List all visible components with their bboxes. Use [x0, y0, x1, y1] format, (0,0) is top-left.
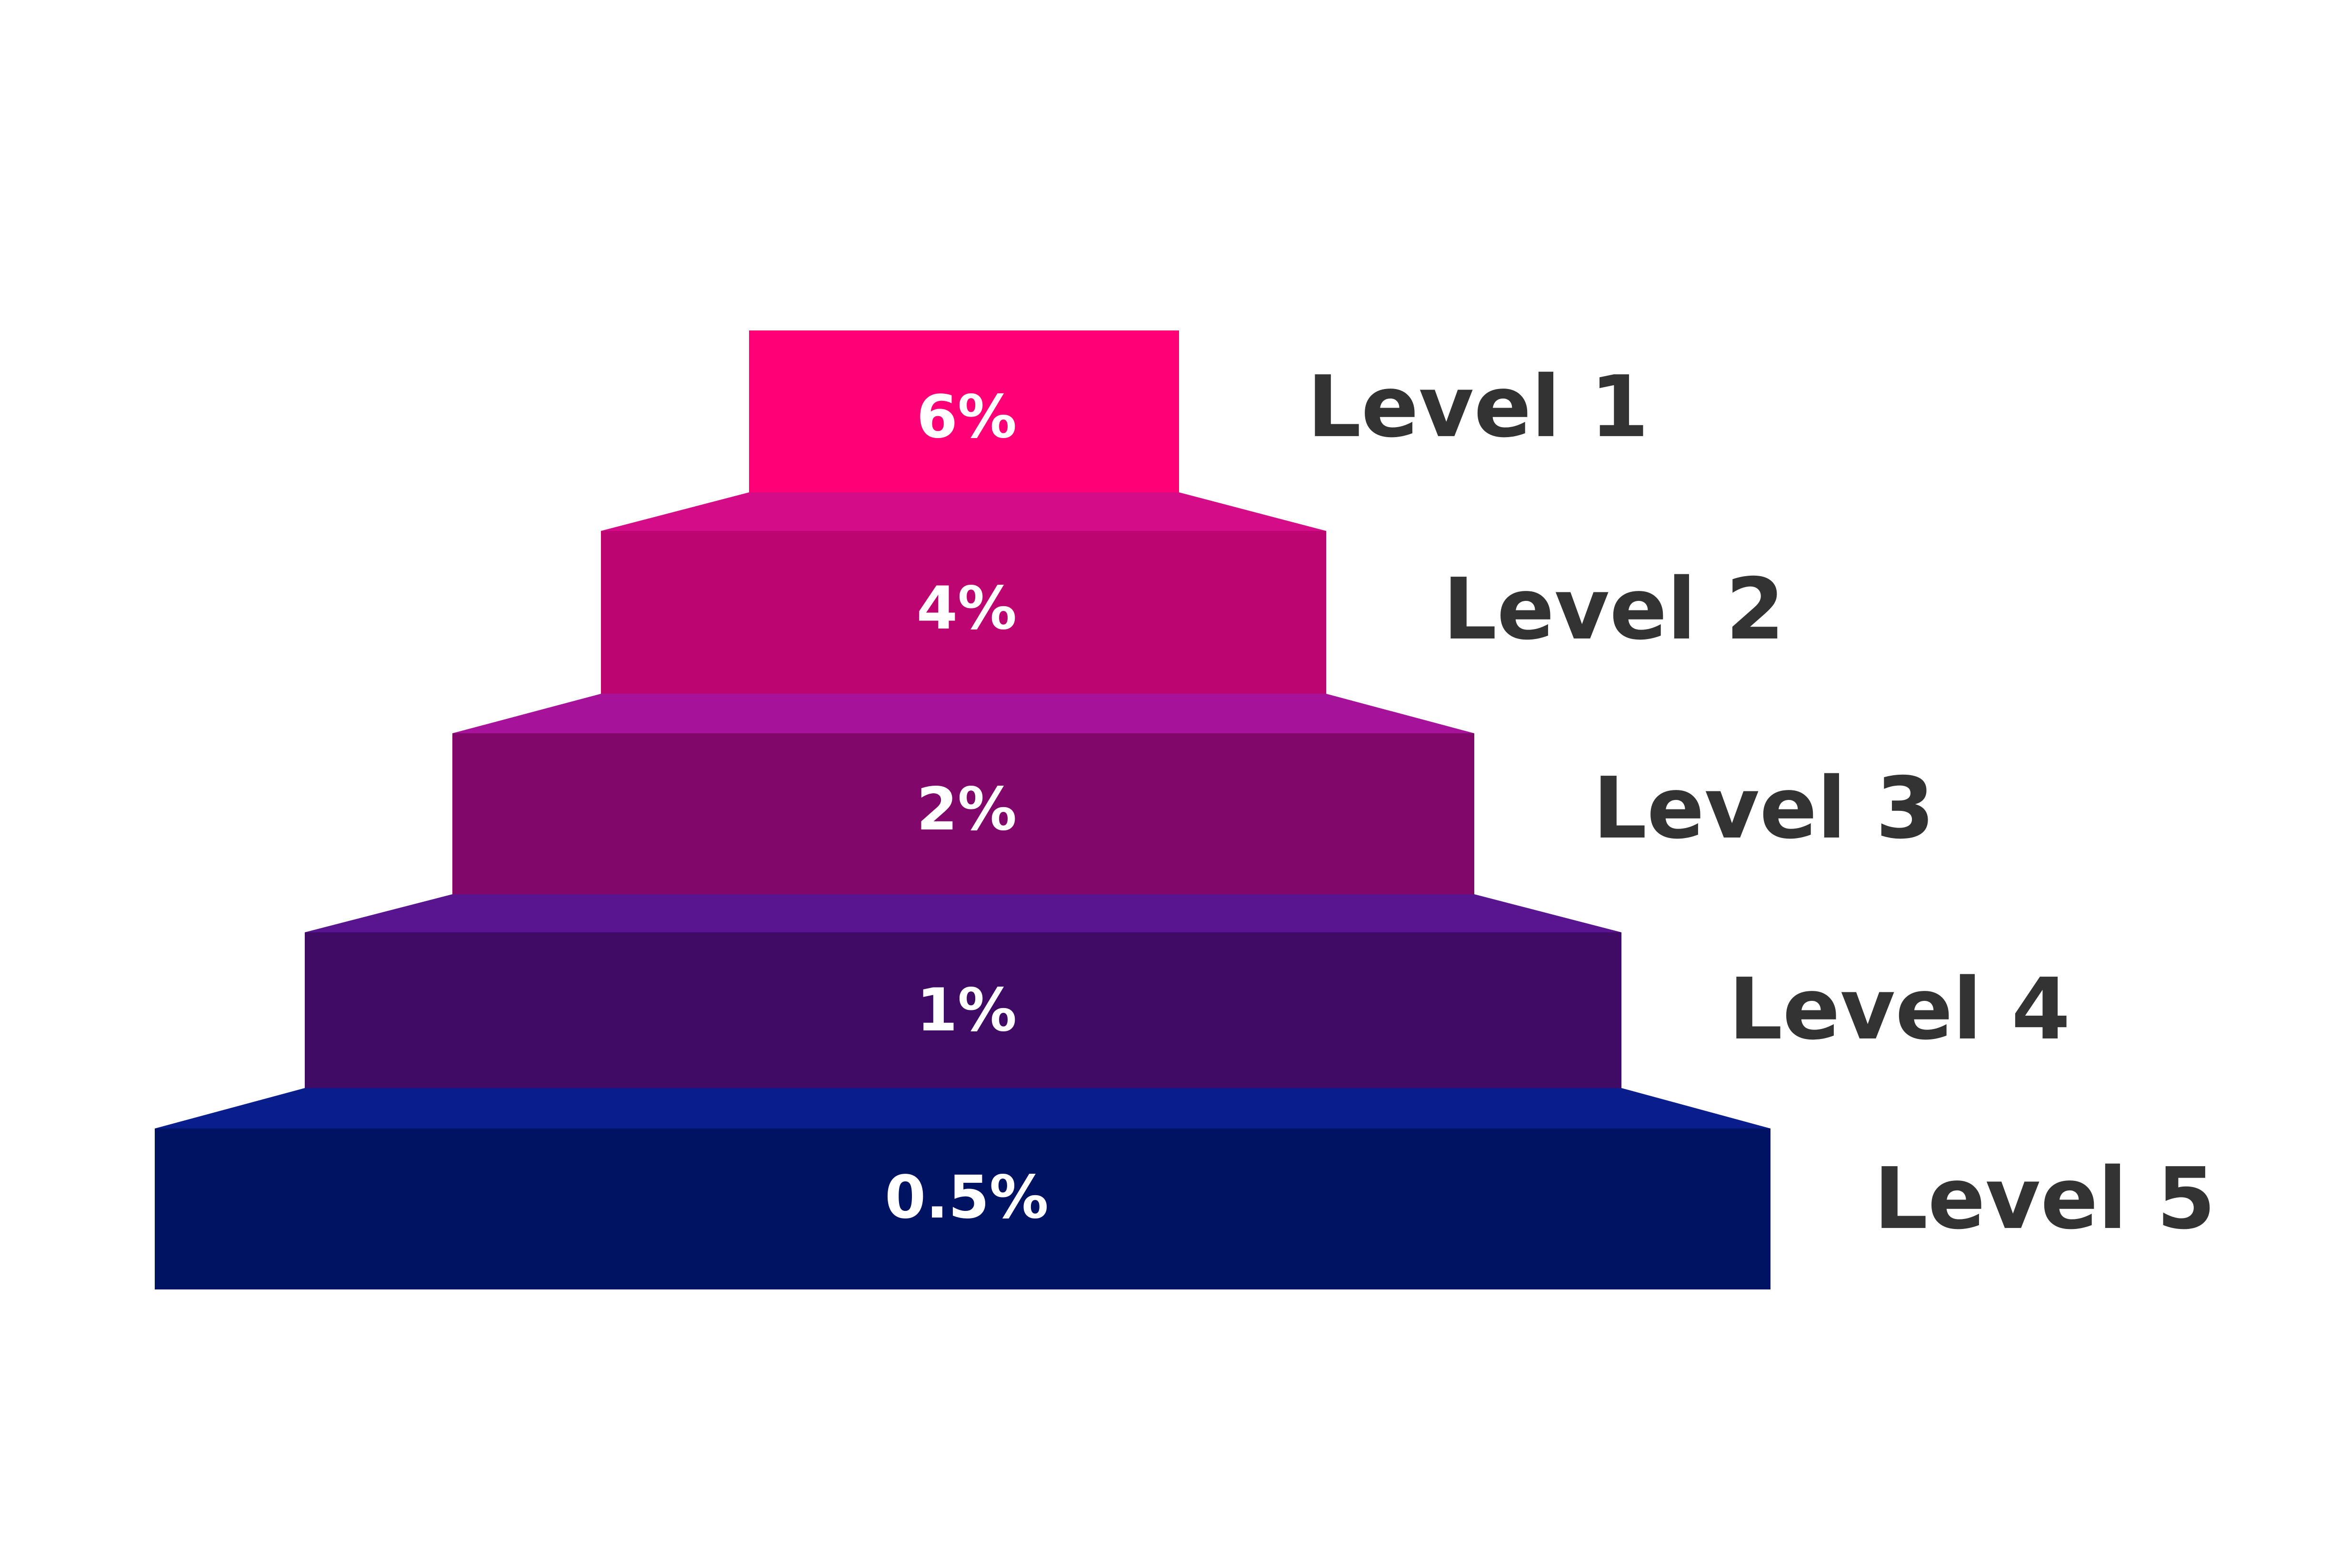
tier-level-2: 4% Level 2: [601, 492, 1785, 694]
tier-1-block: [749, 330, 1179, 492]
tier-4-label: Level 4: [1729, 960, 2070, 1059]
tier-2-block: [601, 531, 1326, 694]
tier-1-value: 6%: [917, 383, 1017, 451]
tier-4-value: 1%: [917, 976, 1017, 1045]
tier-level-5: 0.5% Level 5: [155, 1088, 2216, 1289]
tier-5-label: Level 5: [1874, 1149, 2216, 1248]
tier-2-bevel: [601, 492, 1326, 531]
tier-5-value: 0.5%: [885, 1163, 1049, 1232]
tier-3-value: 2%: [917, 775, 1017, 844]
tier-1-label: Level 1: [1307, 358, 1649, 456]
tier-4-bevel: [305, 894, 1621, 932]
tier-level-4: 1% Level 4: [305, 894, 2070, 1098]
tier-5-bevel: [155, 1088, 1770, 1129]
tier-3-block: [452, 733, 1474, 894]
tier-5-block: [155, 1129, 1770, 1289]
tier-3-bevel: [452, 694, 1474, 733]
tier-3-label: Level 3: [1593, 759, 1935, 858]
tier-level-3: 2% Level 3: [452, 694, 1935, 894]
tier-4-block: [305, 932, 1621, 1098]
tier-level-1: 6% Level 1: [749, 330, 1649, 492]
tier-2-label: Level 2: [1443, 560, 1785, 659]
tier-2-value: 4%: [917, 574, 1017, 643]
